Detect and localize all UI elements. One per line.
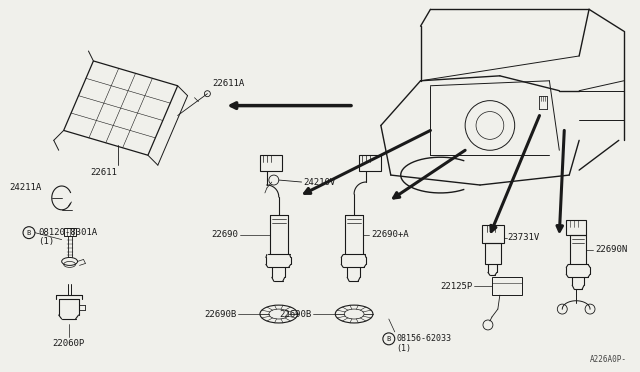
Text: 08120-8301A: 08120-8301A xyxy=(38,228,97,237)
Bar xyxy=(566,220,586,235)
Bar xyxy=(63,228,76,235)
Bar xyxy=(359,155,381,171)
Bar xyxy=(492,277,522,295)
Text: 24210V: 24210V xyxy=(303,177,336,186)
Text: B: B xyxy=(387,336,391,342)
Text: 22060P: 22060P xyxy=(52,339,84,348)
Text: 23731V: 23731V xyxy=(508,233,540,242)
Text: 22690N: 22690N xyxy=(595,245,627,254)
Text: 22690B: 22690B xyxy=(279,310,312,318)
Text: B: B xyxy=(27,230,31,235)
Text: 22611: 22611 xyxy=(90,168,116,177)
Text: 22690+A: 22690+A xyxy=(371,230,408,239)
Text: A226A0P-: A226A0P- xyxy=(589,355,627,364)
Text: (1): (1) xyxy=(397,344,412,353)
Bar xyxy=(482,225,504,243)
Text: 22125P: 22125P xyxy=(440,282,472,291)
Text: 22690B: 22690B xyxy=(204,310,236,318)
Text: (1): (1) xyxy=(38,237,54,246)
Bar xyxy=(485,243,501,264)
Text: 22611A: 22611A xyxy=(212,79,244,88)
Text: 08156-62033: 08156-62033 xyxy=(397,334,452,343)
Text: 24211A: 24211A xyxy=(10,183,42,192)
Bar xyxy=(260,155,282,171)
Text: 22690: 22690 xyxy=(211,230,238,239)
